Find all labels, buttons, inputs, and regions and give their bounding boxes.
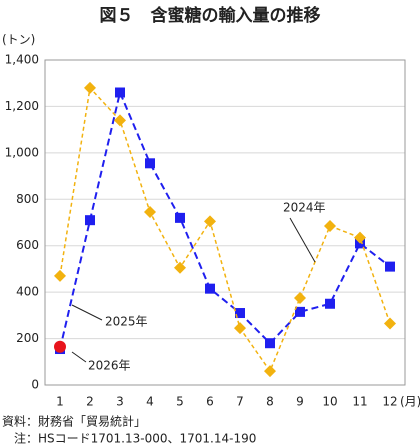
source-note: 資料：財務省「貿易統計」 — [2, 414, 146, 429]
marker — [175, 212, 185, 223]
marker — [145, 158, 155, 169]
y-tick-label: 0 — [31, 378, 39, 392]
y-tick-label: 200 — [16, 331, 39, 345]
marker — [384, 317, 396, 330]
leader-line — [289, 217, 316, 263]
x-tick-label: 5 — [176, 395, 184, 409]
marker — [204, 215, 216, 228]
marker — [54, 340, 66, 353]
marker — [325, 298, 335, 309]
y-tick-label: 1,200 — [5, 99, 39, 113]
x-tick-label: 10 — [322, 395, 337, 409]
series-label: 2026年 — [88, 359, 131, 373]
note: 注：HSコード1701.13-000、1701.14-190 — [2, 431, 256, 446]
marker — [354, 231, 366, 244]
y-tick-label: 400 — [16, 285, 39, 299]
x-tick-label: 8 — [266, 395, 274, 409]
series-line — [59, 89, 391, 350]
x-unit: (月) — [400, 395, 420, 409]
y-tick-label: 1,000 — [5, 145, 39, 159]
x-tick-label: 11 — [352, 395, 367, 409]
marker — [235, 308, 245, 319]
marker — [265, 338, 275, 349]
marker — [205, 283, 215, 294]
marker — [385, 261, 395, 272]
x-tick-label: 7 — [236, 395, 244, 409]
series-line — [59, 86, 391, 373]
y-tick-label: 800 — [16, 192, 39, 206]
marker — [264, 365, 276, 378]
leader-line — [71, 304, 103, 321]
y-tick-label: 1,400 — [5, 53, 39, 67]
x-tick-label: 6 — [206, 395, 214, 409]
plot-frame — [44, 59, 406, 386]
chart-title: 図５ 含蜜糖の輸入量の推移 — [100, 5, 321, 26]
leader-line — [71, 351, 87, 363]
y-tick-label: 600 — [16, 238, 39, 252]
marker — [144, 206, 156, 219]
marker — [294, 291, 306, 304]
series-label: 2024年 — [283, 201, 326, 215]
x-tick-label: 2 — [86, 395, 94, 409]
x-tick-label: 3 — [116, 395, 124, 409]
series-label: 2025年 — [105, 315, 148, 329]
x-tick-label: 1 — [56, 395, 64, 409]
marker — [234, 322, 246, 335]
y-unit: (トン) — [2, 33, 35, 47]
marker — [84, 81, 96, 94]
x-tick-label: 12 — [382, 395, 397, 409]
x-tick-label: 4 — [146, 395, 154, 409]
marker — [114, 114, 126, 127]
marker — [324, 219, 336, 232]
marker — [85, 215, 95, 226]
x-tick-label: 9 — [296, 395, 304, 409]
marker — [174, 261, 186, 274]
marker — [295, 306, 305, 317]
marker — [54, 269, 66, 282]
marker — [115, 87, 125, 98]
